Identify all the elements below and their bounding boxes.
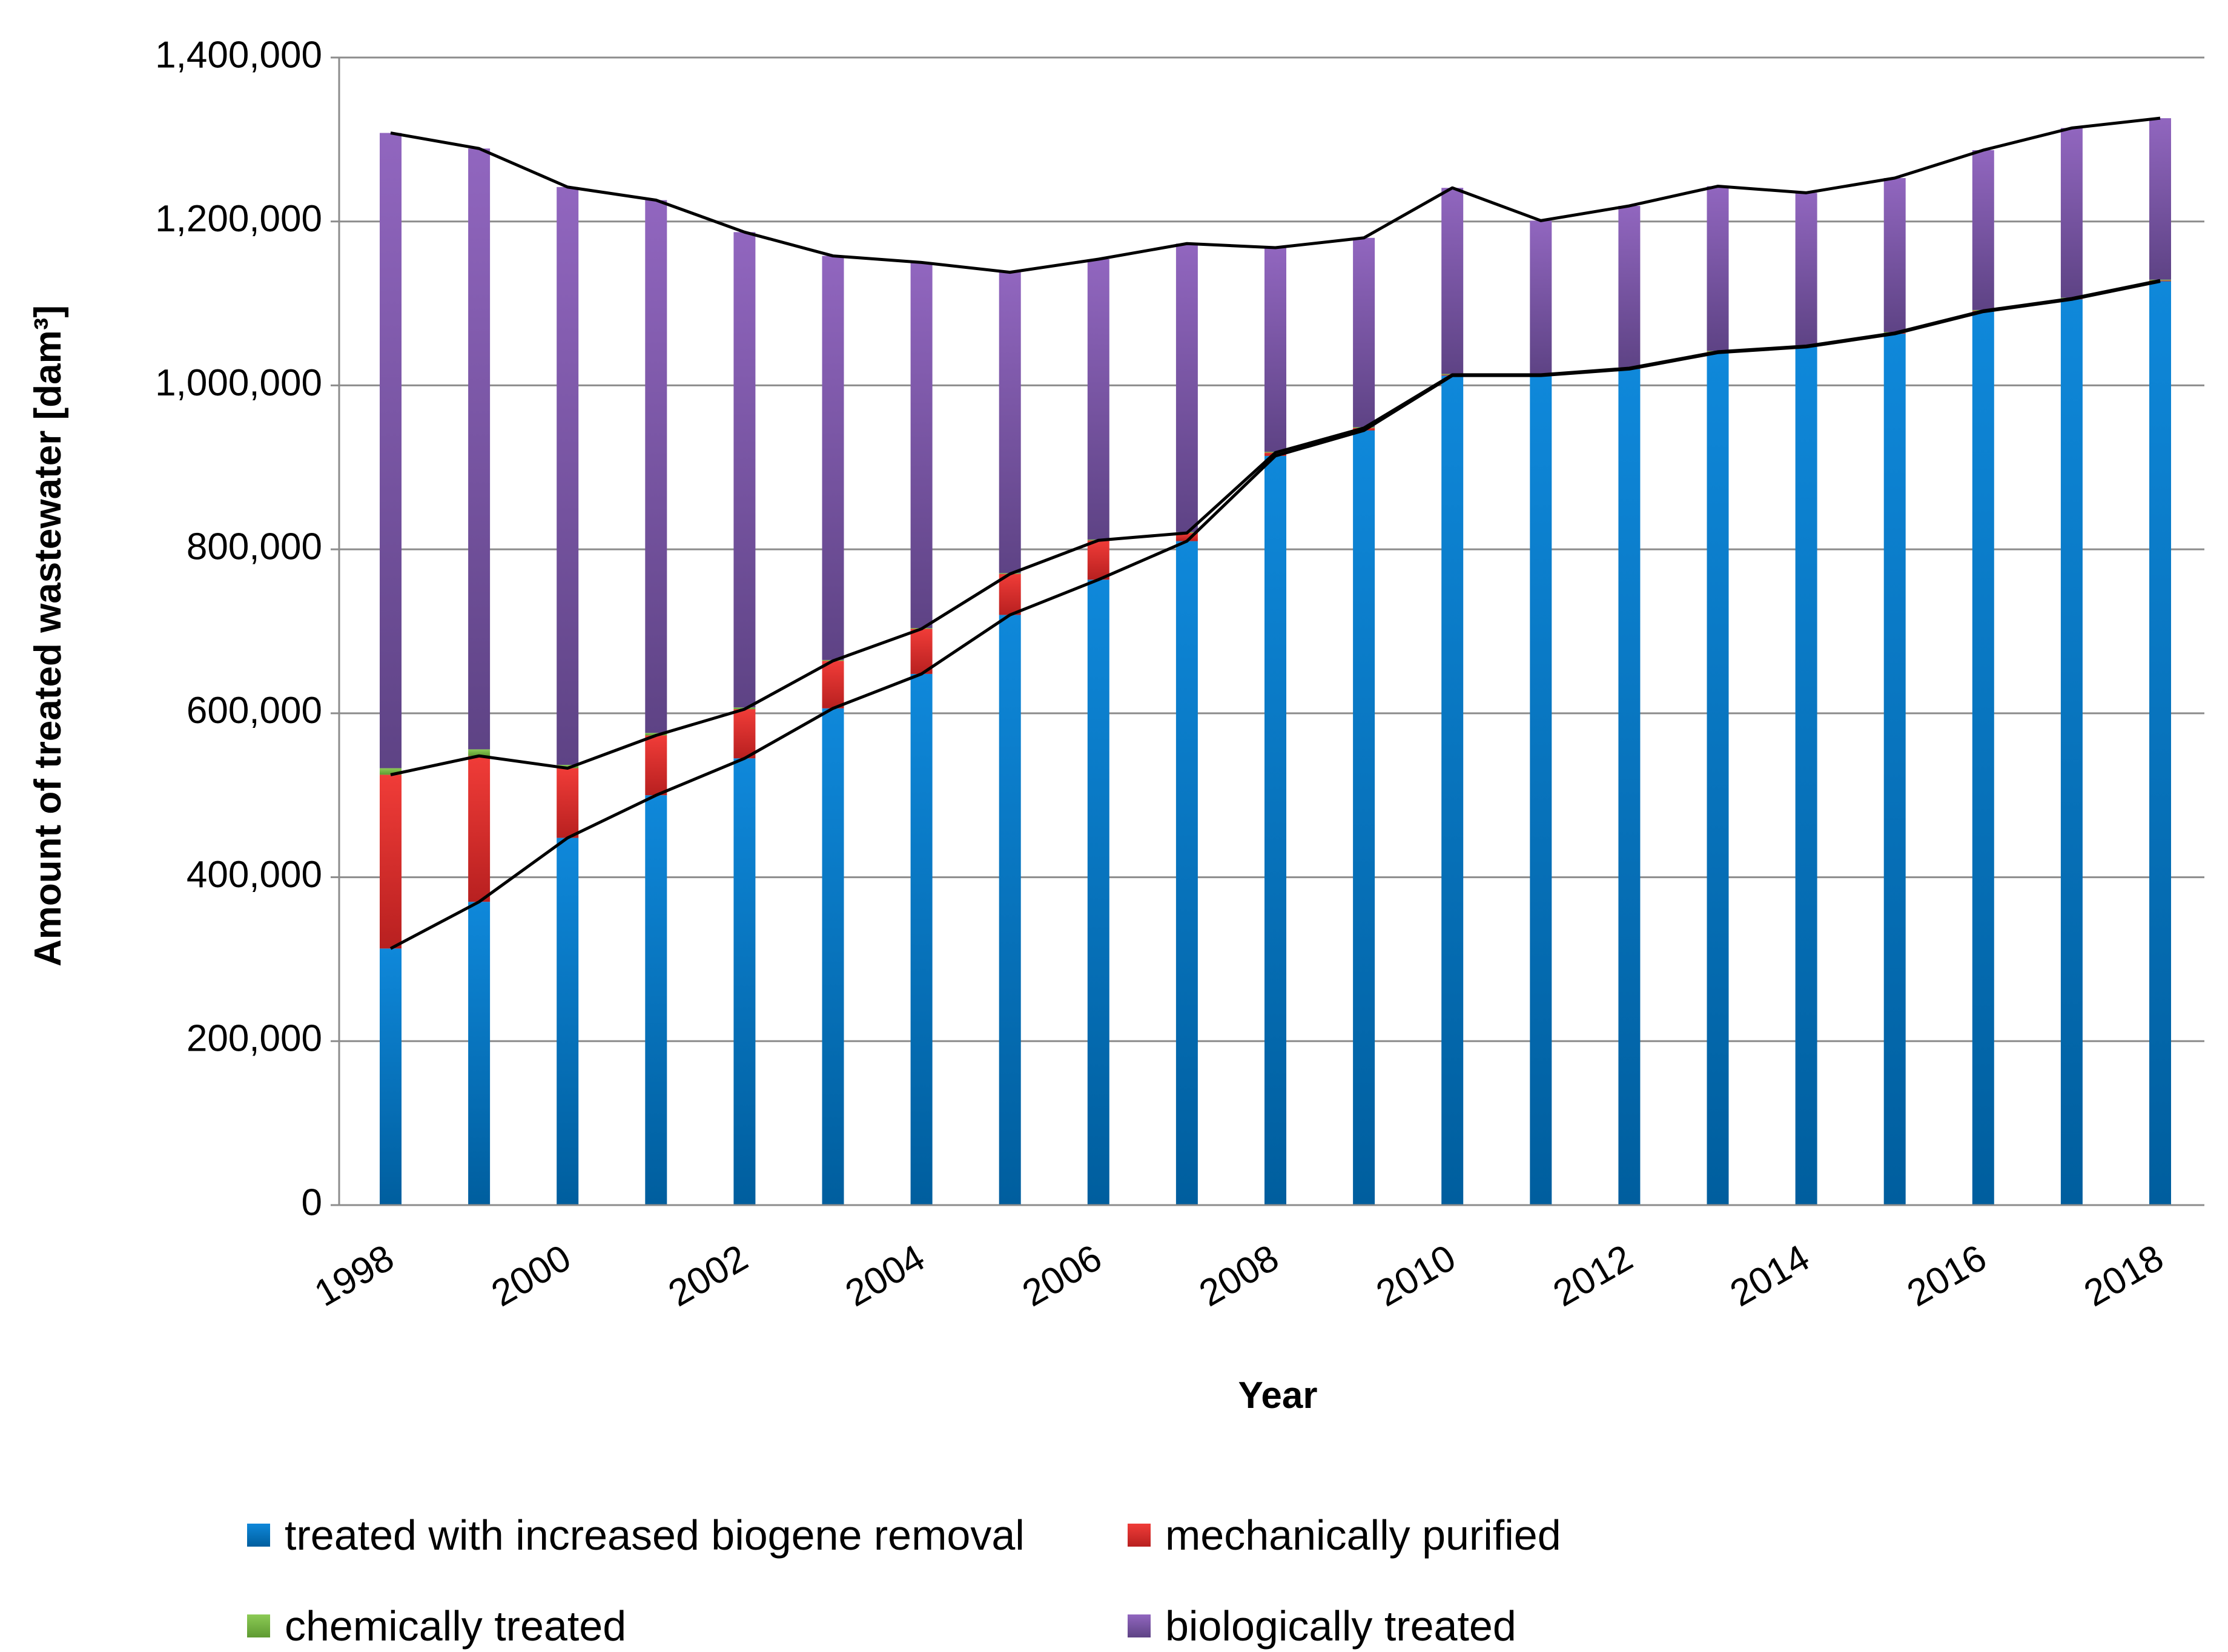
bar-segment-mechanically-purified xyxy=(380,775,402,949)
bar-segment-biologically-treated xyxy=(999,272,1021,573)
bar-segment-biogene-removal xyxy=(1353,430,1375,1205)
x-tick-label: 2008 xyxy=(1192,1237,1286,1315)
bar-segment-mechanically-purified xyxy=(999,573,1021,615)
bar-segment-biologically-treated xyxy=(733,232,756,708)
bar-segment-biologically-treated xyxy=(557,187,579,765)
bar-segment-biologically-treated xyxy=(1264,248,1286,452)
bar-segment-biogene-removal xyxy=(1175,541,1198,1205)
bar-segment-biologically-treated xyxy=(1883,177,1906,332)
x-tick-label: 2014 xyxy=(1724,1237,1817,1315)
bar-segment-biogene-removal xyxy=(1530,375,1552,1205)
bar-segment-biogene-removal xyxy=(2149,281,2171,1205)
x-tick-label: 2000 xyxy=(484,1237,578,1315)
x-tick-label: 2004 xyxy=(839,1237,932,1315)
series-lines xyxy=(389,116,2161,950)
y-tick-label: 800,000 xyxy=(187,526,322,568)
bar-segment-biologically-treated xyxy=(1441,188,1464,374)
bar-segment-mechanically-purified xyxy=(733,709,756,759)
bar-segment-biologically-treated xyxy=(1618,205,1641,368)
x-tick-label: 2006 xyxy=(1016,1237,1109,1315)
bar-segment-biologically-treated xyxy=(468,148,491,750)
bar-segment-biogene-removal xyxy=(380,948,402,1205)
x-axis-ticks: 1998 2000 2002 2004 2006 2008 2010 2012 2014 2016… xyxy=(308,1237,2170,1315)
bar-segment-biologically-treated xyxy=(910,262,933,629)
line-total xyxy=(390,116,2161,274)
bar-segment-biologically-treated xyxy=(2060,128,2083,298)
bar-segment-mechanically-purified xyxy=(645,735,667,796)
bar-segment-chemically-treated xyxy=(557,765,579,768)
bar-segment-chemically-treated xyxy=(468,749,491,756)
x-tick-label: 2002 xyxy=(661,1237,755,1315)
y-tick-label: 600,000 xyxy=(187,690,322,732)
bar-segment-mechanically-purified xyxy=(557,768,579,838)
y-tick-label: 1,400,000 xyxy=(155,34,322,76)
line-mechanical-boundary xyxy=(390,279,2161,776)
y-tick-label: 200,000 xyxy=(187,1018,322,1060)
bar-segment-biogene-removal xyxy=(822,708,844,1205)
bar-segment-biologically-treated xyxy=(1707,186,1729,351)
y-tick-label: 1,000,000 xyxy=(155,362,322,404)
bar-segment-biogene-removal xyxy=(1883,334,1906,1205)
bars xyxy=(380,118,2171,1206)
bar-segment-chemically-treated xyxy=(380,768,402,775)
bar-segment-biologically-treated xyxy=(1795,193,1817,346)
bar-segment-biologically-treated xyxy=(1353,237,1375,428)
axes xyxy=(338,58,2204,1206)
x-tick-label: 2018 xyxy=(2077,1237,2170,1315)
bar-segment-mechanically-purified xyxy=(1087,540,1109,580)
bar-segment-biogene-removal xyxy=(1972,311,1994,1205)
bar-segment-biogene-removal xyxy=(1795,346,1817,1205)
bar-segment-biogene-removal xyxy=(1441,375,1464,1205)
bar-segment-mechanically-purified xyxy=(822,661,844,709)
bar-segment-biologically-treated xyxy=(822,256,844,660)
x-axis-title: Year xyxy=(1238,1375,1317,1416)
bar-segment-biologically-treated xyxy=(1175,243,1198,532)
bar-segment-biogene-removal xyxy=(2060,299,2083,1205)
y-axis-ticks: 0 200,000 400,000 600,000 800,000 1,000,000 1,… xyxy=(155,34,339,1223)
y-axis-title: Amount of treated wastewater [dam³] xyxy=(27,305,69,966)
bar-segment-biologically-treated xyxy=(1087,259,1109,540)
bar-segment-biogene-removal xyxy=(645,795,667,1205)
x-tick-label: 1998 xyxy=(308,1237,401,1315)
bar-segment-biogene-removal xyxy=(1264,455,1286,1205)
y-tick-label: 0 xyxy=(302,1181,322,1223)
bar-segment-mechanically-purified xyxy=(468,756,491,902)
bar-segment-biogene-removal xyxy=(1618,369,1641,1205)
bar-segment-biogene-removal xyxy=(733,758,756,1205)
bar-segment-mechanically-purified xyxy=(910,629,933,674)
bar-segment-biogene-removal xyxy=(999,615,1021,1205)
bar-segment-biologically-treated xyxy=(380,133,402,768)
bar-segment-biogene-removal xyxy=(468,902,491,1205)
x-tick-label: 2010 xyxy=(1369,1237,1463,1315)
bar-segment-biologically-treated xyxy=(645,200,667,733)
y-tick-label: 1,200,000 xyxy=(155,198,322,240)
bar-segment-biogene-removal xyxy=(910,673,933,1205)
x-tick-label: 2012 xyxy=(1546,1237,1639,1315)
bar-segment-biologically-treated xyxy=(1530,220,1552,374)
bar-segment-biogene-removal xyxy=(1707,352,1729,1206)
bar-segment-biogene-removal xyxy=(557,838,579,1205)
x-tick-label: 2016 xyxy=(1900,1237,1994,1315)
bar-segment-biologically-treated xyxy=(2149,118,2171,280)
y-tick-label: 400,000 xyxy=(187,854,322,896)
bar-segment-biologically-treated xyxy=(1972,150,1994,310)
bar-segment-biogene-removal xyxy=(1087,580,1109,1205)
